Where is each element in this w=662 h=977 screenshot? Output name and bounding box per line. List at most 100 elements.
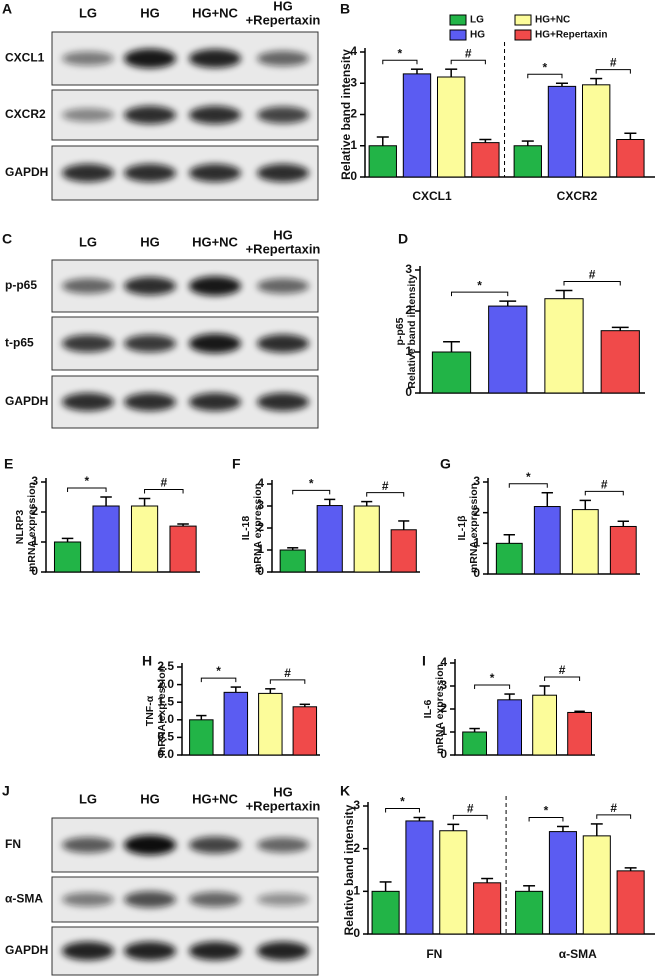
row-label: α-SMA xyxy=(5,892,43,906)
blot-band xyxy=(62,837,114,853)
y-axis-label: TNF-α xyxy=(144,695,156,726)
panel-letter: E xyxy=(4,456,13,472)
x-tick-label: CXCL1 xyxy=(412,189,452,203)
bar xyxy=(473,882,502,935)
bar xyxy=(279,549,306,573)
bar xyxy=(390,529,417,573)
significance-mark: # xyxy=(467,802,474,816)
bar xyxy=(515,890,544,935)
significance-mark: * xyxy=(309,477,314,491)
bar xyxy=(547,85,577,178)
blot-band xyxy=(257,163,309,183)
blot-band xyxy=(257,941,309,961)
y-axis-label: p-p65 xyxy=(394,317,406,345)
bar xyxy=(544,298,584,394)
y-tick-label: 3 xyxy=(353,798,360,812)
y-tick-label: 0 xyxy=(257,564,264,578)
significance-bracket xyxy=(474,684,511,690)
row-label: GAPDH xyxy=(5,394,48,408)
y-tick-label: 1 xyxy=(31,534,38,548)
bar xyxy=(571,509,599,575)
significance-mark: * xyxy=(543,60,548,74)
y-axis-label: Relative band intensity xyxy=(339,49,353,180)
row-label: CXCL1 xyxy=(5,51,45,65)
bar xyxy=(368,145,397,178)
y-axis-label: IL-6 xyxy=(422,700,434,719)
bar xyxy=(471,142,500,178)
bar xyxy=(497,699,523,756)
y-tick-label: 1 xyxy=(473,536,480,550)
blot-band xyxy=(257,106,309,124)
significance-bracket xyxy=(508,483,548,488)
lane-label: LG xyxy=(79,5,97,20)
panel-letter: I xyxy=(422,653,426,669)
y-tick-label: 1 xyxy=(405,344,412,358)
bar xyxy=(548,831,577,935)
blot-band xyxy=(124,334,176,353)
blot-band xyxy=(124,48,176,69)
legend-label: LG xyxy=(470,15,484,26)
bar xyxy=(582,835,611,935)
y-tick-label: 0 xyxy=(473,566,480,580)
y-axis-label: mRNA expression xyxy=(156,666,168,756)
bar xyxy=(616,139,645,178)
blot-band xyxy=(189,333,241,354)
bar xyxy=(353,505,380,573)
legend-swatch xyxy=(449,29,467,41)
significance-bracket xyxy=(596,814,632,819)
legend-swatch xyxy=(514,29,532,41)
blot-band xyxy=(62,51,114,66)
x-tick-label: FN xyxy=(426,947,442,961)
x-tick-label: CXCR2 xyxy=(557,189,598,203)
panel-letter: A xyxy=(2,1,12,17)
y-tick-label: 3 xyxy=(350,75,357,89)
lane-label: +Repertaxin xyxy=(246,12,321,27)
bar xyxy=(437,76,466,178)
significance-mark: # xyxy=(589,268,596,282)
lane-label: HG+NC xyxy=(192,5,238,20)
blot-band xyxy=(124,941,176,961)
row-label: CXCR2 xyxy=(5,107,46,121)
significance-mark: # xyxy=(610,801,617,815)
blot-band xyxy=(189,49,241,68)
significance-mark: # xyxy=(610,56,617,70)
significance-mark: # xyxy=(559,663,566,677)
x-tick-label: α-SMA xyxy=(559,947,597,961)
significance-mark: * xyxy=(398,46,403,60)
bar xyxy=(431,351,472,394)
significance-bracket xyxy=(366,492,405,497)
bar xyxy=(532,694,558,756)
row-label: GAPDH xyxy=(5,165,48,179)
bar xyxy=(439,830,468,935)
bar xyxy=(292,706,318,756)
significance-mark: * xyxy=(400,795,405,809)
bar xyxy=(582,84,611,178)
blot-band xyxy=(257,334,309,353)
significance-bracket xyxy=(200,677,237,683)
blot-band xyxy=(189,105,241,125)
blot-band xyxy=(62,392,114,412)
significance-mark: * xyxy=(216,664,221,678)
row-label: p-p65 xyxy=(5,278,37,292)
y-tick-label: 0 xyxy=(405,385,412,399)
legend-swatch xyxy=(514,14,532,26)
significance-bracket xyxy=(292,489,331,495)
y-tick-label: 0 xyxy=(440,747,447,761)
y-tick-label: 1 xyxy=(353,884,360,898)
panel-letter: K xyxy=(340,783,350,799)
y-tick-label: 0 xyxy=(350,169,357,183)
y-tick-label: 0.0 xyxy=(157,747,174,761)
bar xyxy=(567,711,593,756)
y-axis-label: Relative band intensity xyxy=(406,274,418,389)
y-tick-label: 2 xyxy=(405,303,412,317)
blot-band xyxy=(257,837,309,853)
panel-letter: C xyxy=(2,231,12,247)
y-tick-label: 3 xyxy=(405,262,412,276)
legend-label: HG xyxy=(470,30,485,41)
blot-band xyxy=(189,392,241,412)
bar xyxy=(169,525,197,573)
significance-mark: * xyxy=(490,671,495,685)
blot-band xyxy=(124,276,176,296)
y-axis-label: mRNA expression xyxy=(434,664,446,754)
